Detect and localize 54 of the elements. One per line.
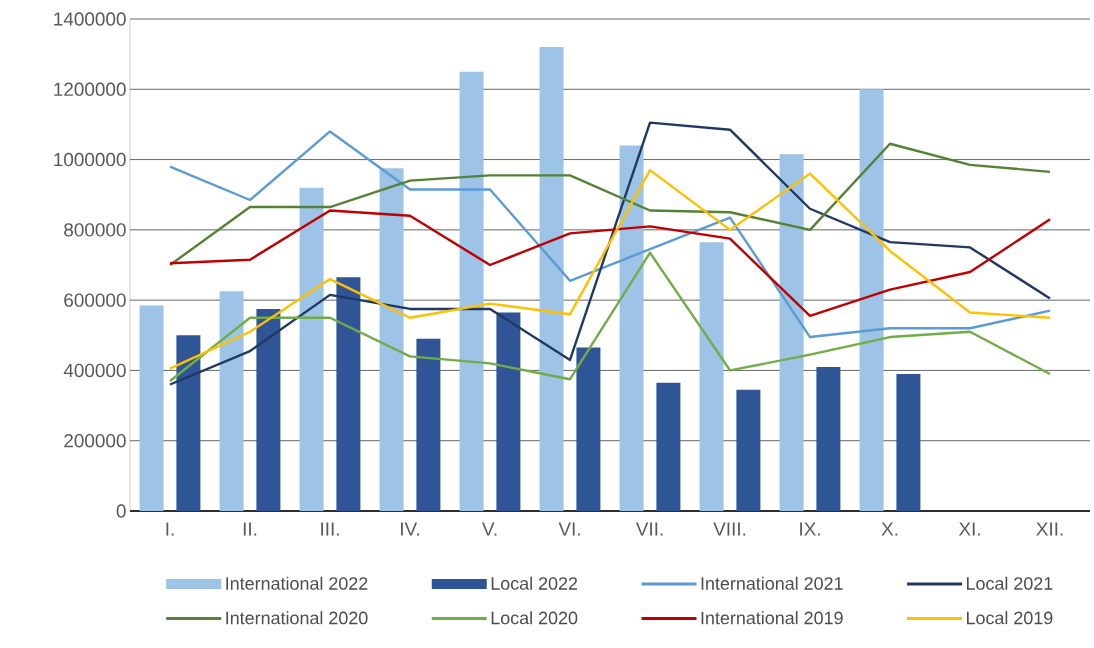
x-tick-label: IV. <box>401 522 419 536</box>
y-tick-label: 800000 <box>64 223 126 237</box>
bar <box>539 47 564 511</box>
bar <box>299 187 324 511</box>
x-tick-label: VI. <box>558 522 580 536</box>
bar <box>379 168 404 511</box>
bar <box>459 71 484 511</box>
bar <box>576 347 601 511</box>
bar <box>416 338 441 511</box>
line-series <box>168 121 1052 386</box>
bar <box>619 145 644 511</box>
bar <box>176 335 201 511</box>
x-tick-label: II. <box>243 522 257 536</box>
y-tick-label: 200000 <box>64 434 126 448</box>
x-tick-label: I. <box>166 522 174 536</box>
legend-label: International 2021 <box>701 576 843 590</box>
y-tick-label: 400000 <box>63 363 126 378</box>
x-tick-label: XI. <box>958 522 980 536</box>
y-tick-label: 1000000 <box>54 152 126 167</box>
legend-label: Local 2019 <box>967 611 1053 625</box>
bar <box>779 154 804 511</box>
y-tick-label: 600000 <box>64 293 126 307</box>
x-tick-label: XII. <box>1036 522 1063 536</box>
line-series <box>168 130 1052 339</box>
bar <box>139 305 164 511</box>
x-tick-label: VII. <box>635 522 663 536</box>
y-tick-label: 1200000 <box>54 82 126 96</box>
legend-label: Local 2022 <box>491 576 578 590</box>
line-series <box>168 142 1052 267</box>
bar <box>736 389 761 511</box>
y-tick-label: 0 <box>116 504 126 518</box>
legend-label: International 2019 <box>701 611 843 625</box>
legend-label: International 2022 <box>226 576 368 590</box>
bar <box>816 366 841 511</box>
bar <box>896 373 921 511</box>
x-tick-label: V. <box>482 522 497 536</box>
bar <box>859 89 884 511</box>
legend-label: Local 2021 <box>967 576 1053 590</box>
bar <box>256 308 281 511</box>
bar <box>336 277 361 511</box>
line-series <box>168 209 1052 318</box>
bar <box>496 312 521 511</box>
line-series <box>168 168 1052 370</box>
x-tick-label: VIII. <box>713 522 746 536</box>
y-tick-label: 1400000 <box>54 12 126 26</box>
bar <box>699 242 724 511</box>
bar <box>656 382 681 511</box>
x-tick-label: X. <box>881 522 898 536</box>
bar <box>219 291 244 511</box>
x-tick-label: III. <box>321 522 339 536</box>
legend-label: Local 2020 <box>491 611 578 625</box>
x-tick-label: IX. <box>800 522 820 536</box>
legend-label: International 2020 <box>226 611 368 625</box>
line-series <box>168 251 1052 383</box>
